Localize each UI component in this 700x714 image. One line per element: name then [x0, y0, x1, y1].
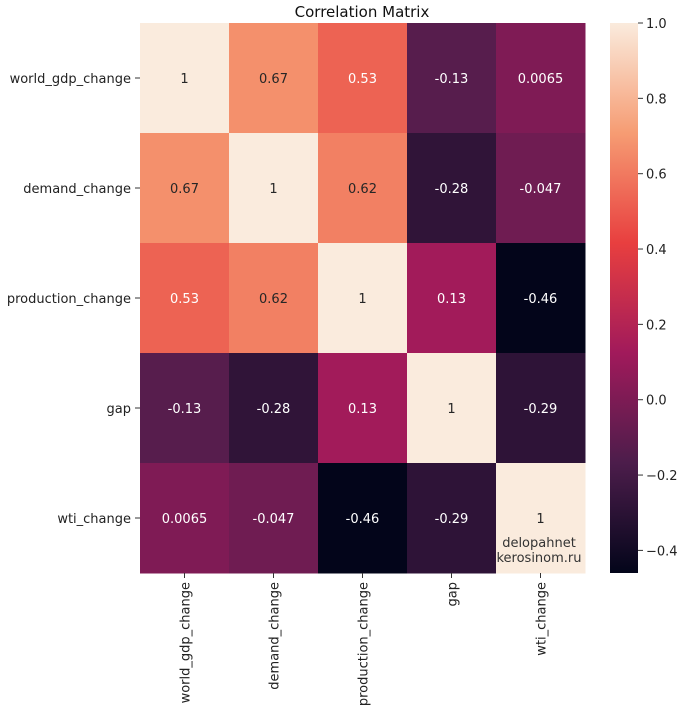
- col-label-0: world_gdp_change: [179, 582, 194, 703]
- cell-annotation-2-0: 0.53: [170, 292, 199, 307]
- heatmap-cell-3-1: [229, 353, 319, 464]
- watermark-line1: delopahnet: [502, 536, 576, 551]
- cell-annotation-2-2: 1: [358, 292, 366, 307]
- colorbar-tick-label-1: 0.8: [646, 92, 667, 107]
- cell-annotation-1-3: -0.28: [435, 182, 469, 197]
- heatmap-cell-3-4: [496, 353, 586, 464]
- col-label-2: production_change: [357, 582, 372, 706]
- cell-annotation-1-1: 1: [269, 182, 277, 197]
- colorbar: [610, 23, 638, 573]
- cell-annotation-4-0: 0.0065: [162, 512, 208, 527]
- cell-annotation-1-4: -0.047: [520, 182, 562, 197]
- row-label-3: gap: [107, 402, 131, 417]
- heatmap-cells: 1 0.67 0.53 -0.13 0.0065 0.67 1 0.62 -0.28 -0.047…: [140, 23, 586, 574]
- row-label-0: world_gdp_change: [10, 72, 131, 87]
- heatmap-cell-0-3: [407, 23, 497, 134]
- heatmap-cell-0-4: [496, 23, 586, 134]
- watermark-line2: kerosinom.ru: [496, 551, 581, 566]
- heatmap-cell-4-2: [318, 463, 408, 574]
- heatmap-cell-2-2: [318, 243, 408, 354]
- heatmap-cell-1-0: [140, 133, 230, 244]
- heatmap-cell-2-1: [229, 243, 319, 354]
- row-label-1: demand_change: [23, 182, 131, 197]
- heatmap-cell-0-1: [229, 23, 319, 134]
- heatmap-cell-4-0: [140, 463, 230, 574]
- cell-annotation-0-3: -0.13: [435, 72, 469, 87]
- cell-annotation-2-4: -0.46: [524, 292, 558, 307]
- column-labels: world_gdp_change demand_change production_…: [179, 573, 550, 706]
- cell-annotation-4-2: -0.46: [346, 512, 380, 527]
- heatmap-cell-3-2: [318, 353, 408, 464]
- heatmap-cell-1-4: [496, 133, 586, 244]
- heatmap-cell-0-0: [140, 23, 230, 134]
- heatmap-cell-4-4: [496, 463, 586, 574]
- colorbar-tick-label-4: 0.2: [646, 318, 667, 333]
- heatmap-cell-1-2: [318, 133, 408, 244]
- heatmap-cell-0-2: [318, 23, 408, 134]
- cell-annotation-3-3: 1: [447, 402, 455, 417]
- cell-annotation-3-0: -0.13: [168, 402, 202, 417]
- heatmap-cell-4-3: [407, 463, 497, 574]
- colorbar-tick-label-6: −0.2: [646, 469, 678, 484]
- colorbar-tick-label-5: 0.0: [646, 394, 667, 409]
- cell-annotation-1-0: 0.67: [170, 182, 199, 197]
- cell-annotation-4-4: 1: [536, 512, 544, 527]
- cell-annotation-0-4: 0.0065: [518, 72, 564, 87]
- col-label-4: wti_change: [535, 582, 550, 656]
- heatmap-cell-2-3: [407, 243, 497, 354]
- col-label-3: gap: [446, 582, 461, 606]
- cell-annotation-3-4: -0.29: [524, 402, 558, 417]
- chart-title: Correlation Matrix: [295, 3, 430, 21]
- colorbar-tick-label-0: 1.0: [646, 17, 667, 32]
- col-label-1: demand_change: [268, 582, 283, 690]
- cell-annotation-0-0: 1: [180, 72, 188, 87]
- colorbar-ticks: 1.0 0.8 0.6 0.4 0.2 0.0 −0.2 −0.4: [638, 17, 678, 559]
- colorbar-tick-label-2: 0.6: [646, 168, 667, 183]
- heatmap-cell-1-3: [407, 133, 497, 244]
- heatmap-cell-3-0: [140, 353, 230, 464]
- heatmap-cell-2-0: [140, 243, 230, 354]
- cell-annotation-0-1: 0.67: [259, 72, 288, 87]
- row-labels: world_gdp_change demand_change production_…: [7, 72, 140, 527]
- cell-annotation-3-1: -0.28: [257, 402, 291, 417]
- heatmap-cell-1-1: [229, 133, 319, 244]
- cell-annotation-2-3: 0.13: [437, 292, 466, 307]
- cell-annotation-4-1: -0.047: [253, 512, 295, 527]
- row-label-4: wti_change: [57, 512, 131, 527]
- heatmap-cell-3-3: [407, 353, 497, 464]
- cell-annotation-1-2: 0.62: [348, 182, 377, 197]
- cell-annotation-3-2: 0.13: [348, 402, 377, 417]
- colorbar-tick-label-7: −0.4: [646, 544, 678, 559]
- cell-annotation-0-2: 0.53: [348, 72, 377, 87]
- heatmap-cell-4-1: [229, 463, 319, 574]
- cell-annotation-2-1: 0.62: [259, 292, 288, 307]
- heatmap-cell-2-4: [496, 243, 586, 354]
- colorbar-tick-label-3: 0.4: [646, 243, 667, 258]
- cell-annotation-4-3: -0.29: [435, 512, 469, 527]
- row-label-2: production_change: [7, 292, 131, 307]
